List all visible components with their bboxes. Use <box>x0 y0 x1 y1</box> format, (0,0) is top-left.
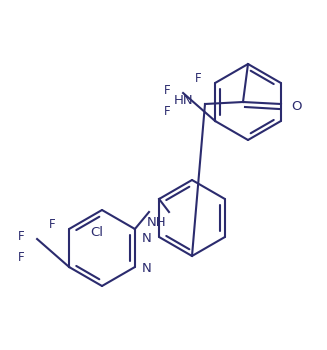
Text: F: F <box>195 72 202 85</box>
Text: N: N <box>142 232 152 245</box>
Text: N: N <box>142 262 152 275</box>
Text: HN: HN <box>173 94 193 107</box>
Text: F: F <box>164 84 170 98</box>
Text: F: F <box>164 105 170 118</box>
Text: NH: NH <box>147 216 167 229</box>
Text: O: O <box>291 100 301 113</box>
Text: F: F <box>17 231 24 244</box>
Text: Cl: Cl <box>91 226 104 239</box>
Text: F: F <box>49 218 56 231</box>
Text: F: F <box>17 251 24 264</box>
